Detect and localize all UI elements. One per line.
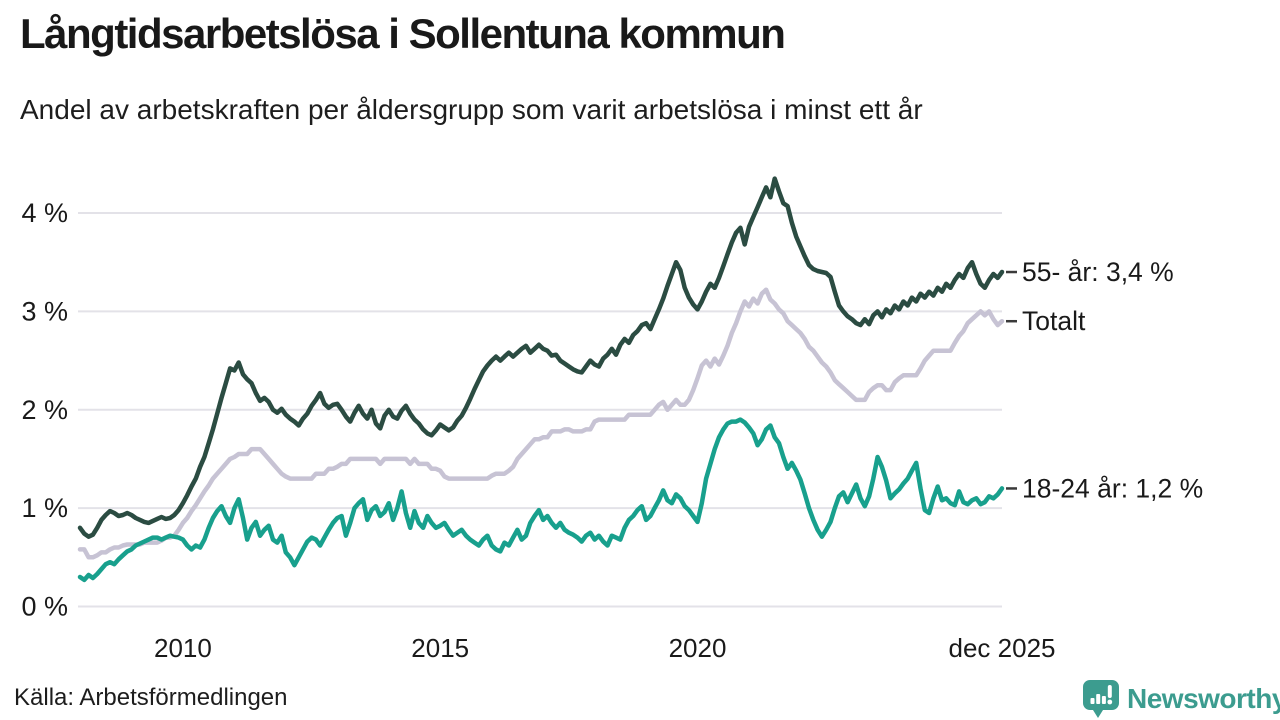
x-axis-tick-label: 2015: [411, 633, 469, 663]
source-note: Källa: Arbetsförmedlingen: [14, 684, 288, 711]
page-subtitle: Andel av arbetskraften per åldersgrupp s…: [20, 94, 923, 125]
newsworthy-wordmark: Newsworthy: [1127, 683, 1280, 714]
series-end-label-18-24-ar: 18-24 år: 1,2 %: [1022, 473, 1203, 503]
newsworthy-logo: Newsworthy: [1082, 679, 1280, 719]
x-axis-tick-label: 2010: [154, 633, 212, 663]
y-axis-tick-label: 3 %: [21, 296, 68, 326]
x-axis-tick-label: 2020: [669, 633, 727, 663]
newsworthy-icon: [1082, 679, 1120, 719]
y-axis-tick-label: 0 %: [21, 592, 68, 622]
series-line-totalt: [77, 287, 1005, 560]
x-axis-tick-label: dec 2025: [949, 633, 1056, 663]
y-axis-tick-label: 1 %: [21, 493, 68, 523]
y-axis-tick-label: 2 %: [21, 395, 68, 425]
series-line-18-24-ar: [77, 417, 1005, 583]
series-line-55-ar: [77, 176, 1005, 539]
page-title: Långtidsarbetslösa i Sollentuna kommun: [20, 10, 786, 57]
series-end-label-totalt: Totalt: [1022, 306, 1086, 336]
series-end-label-55-ar: 55- år: 3,4 %: [1022, 257, 1174, 287]
y-axis-tick-label: 4 %: [21, 198, 68, 228]
